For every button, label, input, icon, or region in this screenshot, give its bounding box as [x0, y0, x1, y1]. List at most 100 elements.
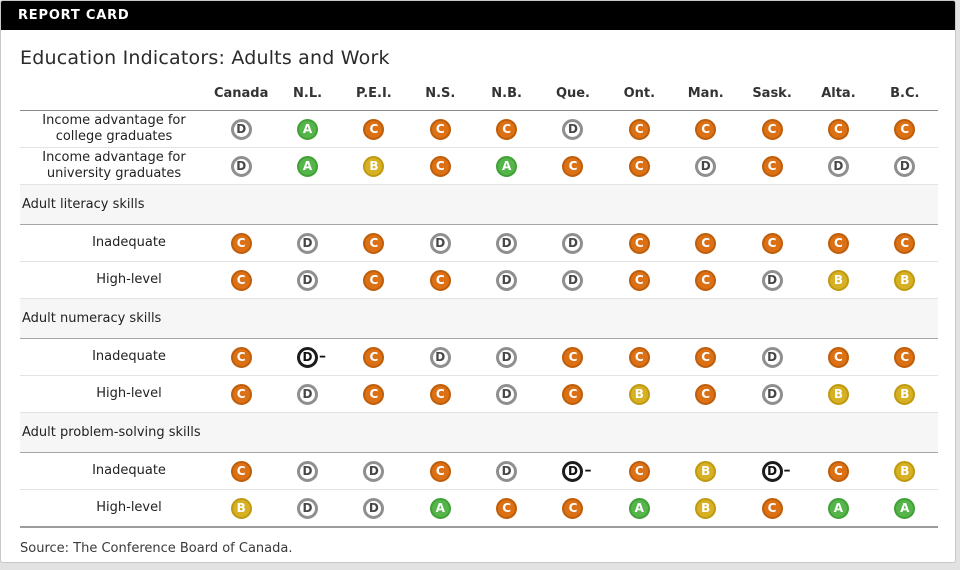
grade-cell: C [738, 224, 806, 262]
grade-badge-c: C [562, 155, 584, 177]
grade-cell: D [407, 338, 474, 376]
grade-badge-a: A [297, 118, 319, 140]
grade-badge-d: D [363, 497, 385, 519]
report-card-banner: REPORT CARD [1, 1, 955, 30]
grade-badge-d: D [562, 118, 584, 140]
grade-minus-modifier: – [584, 462, 592, 479]
grade-cell: B [606, 375, 673, 413]
grade-wrap: D [894, 155, 916, 177]
column-header: Que. [539, 80, 607, 111]
grade-wrap: C [628, 269, 650, 291]
grade-wrap: C [230, 269, 252, 291]
grade-wrap: C [363, 346, 385, 368]
grade-wrap: A [496, 155, 518, 177]
grade-wrap: D [363, 497, 385, 519]
grade-cell: D [539, 224, 607, 262]
grade-badge-c: C [363, 118, 385, 140]
row-label-column-header [20, 80, 208, 111]
grade-badge-c: C [562, 383, 584, 405]
grade-cell: C [208, 375, 275, 413]
grade-cell: C [407, 452, 474, 490]
grade-cell: A [473, 147, 540, 185]
table-row: High-level B D D A C C A B C A A [20, 489, 938, 528]
grade-badge-c: C [628, 346, 650, 368]
grade-wrap: D [297, 497, 319, 519]
grade-cell: D [340, 452, 408, 490]
grade-wrap: C [230, 232, 252, 254]
grade-badge-c: C [628, 232, 650, 254]
grade-cell: B [805, 375, 872, 413]
grade-wrap: C [429, 269, 451, 291]
grade-badge-a: A [496, 155, 518, 177]
grade-wrap: C [230, 460, 252, 482]
grade-badge-c: C [429, 155, 451, 177]
source-note: Source: The Conference Board of Canada. [20, 541, 293, 556]
grade-badge-a: A [628, 497, 650, 519]
banner-label: REPORT CARD [18, 8, 130, 23]
grade-minus-modifier: – [319, 348, 327, 365]
grade-badge-d: D [429, 232, 451, 254]
grade-cell: A [274, 110, 341, 148]
grade-wrap: C [429, 383, 451, 405]
grade-cell: D [473, 452, 540, 490]
grade-cell: C [208, 452, 275, 490]
grade-badge-b: B [230, 497, 252, 519]
grade-badge-c: C [496, 118, 518, 140]
grade-cell: D [738, 375, 806, 413]
grade-wrap: D [297, 383, 319, 405]
grade-wrap: D [429, 346, 451, 368]
grade-cell: C [672, 224, 739, 262]
grade-cell: D [340, 489, 408, 528]
grade-cell: C [672, 261, 739, 299]
grade-badge-c: C [761, 118, 783, 140]
grade-badge-d-minus: D [297, 346, 319, 368]
grade-wrap: C [230, 346, 252, 368]
grade-cell: D – [274, 338, 341, 376]
grade-wrap: D – [562, 460, 591, 482]
grade-wrap: D [429, 232, 451, 254]
grade-cell: C [805, 110, 872, 148]
grade-cell: D [274, 452, 341, 490]
grade-badge-d-minus: D [562, 460, 584, 482]
grade-wrap: D [496, 460, 518, 482]
grade-badge-c: C [628, 460, 650, 482]
grade-cell: D [473, 261, 540, 299]
table-row: Inadequate C D C D D D C C C C C [20, 224, 938, 262]
grade-badge-a: A [429, 497, 451, 519]
grade-badge-d: D [496, 346, 518, 368]
grade-wrap: C [562, 383, 584, 405]
grade-cell: C [208, 338, 275, 376]
grade-cell: D – [738, 452, 806, 490]
column-header: Man. [672, 80, 739, 111]
grade-cell: B [871, 375, 938, 413]
grade-wrap: C [363, 118, 385, 140]
column-header: Ont. [606, 80, 673, 111]
grade-cell: A [274, 147, 341, 185]
section-label: Adult literacy skills [20, 184, 938, 225]
grade-cell: C [738, 147, 806, 185]
grade-wrap: C [894, 118, 916, 140]
grade-badge-c: C [230, 269, 252, 291]
column-header: N.B. [473, 80, 540, 111]
grade-badge-b: B [695, 460, 717, 482]
row-label: Inadequate [20, 338, 208, 376]
grade-badge-d: D [297, 497, 319, 519]
grade-wrap: C [562, 497, 584, 519]
grade-wrap: C [894, 232, 916, 254]
grade-minus-modifier: – [783, 462, 791, 479]
grade-badge-b: B [363, 155, 385, 177]
grade-wrap: B [894, 269, 916, 291]
grade-badge-c: C [695, 269, 717, 291]
grade-wrap: D [230, 155, 252, 177]
row-label: High-level [20, 489, 208, 528]
grade-wrap: C [827, 118, 849, 140]
grade-cell: D [208, 147, 275, 185]
page-title: Education Indicators: Adults and Work [20, 47, 390, 69]
grade-cell: D [473, 224, 540, 262]
grade-cell: C [340, 224, 408, 262]
grade-wrap: D [230, 118, 252, 140]
grade-cell: D [407, 224, 474, 262]
grade-badge-c: C [695, 232, 717, 254]
grade-badge-c: C [230, 383, 252, 405]
